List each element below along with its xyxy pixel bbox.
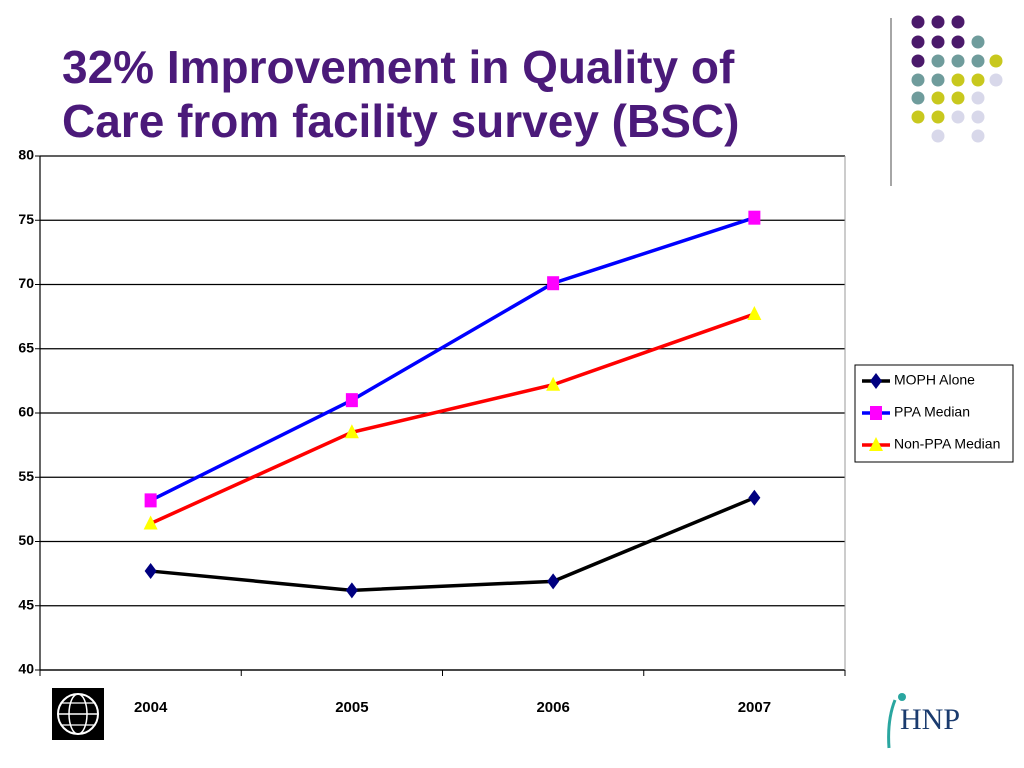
decorative-dots [911, 15, 1003, 143]
dot [971, 91, 985, 105]
x-tick-label: 2007 [738, 699, 771, 716]
dot [971, 73, 985, 87]
hnp-figure-head [898, 693, 906, 701]
dot [971, 35, 985, 49]
dot [951, 15, 965, 29]
marker [748, 489, 761, 506]
dot [951, 35, 965, 49]
hnp-logo: HNP [900, 703, 960, 736]
dot [911, 15, 925, 29]
marker [345, 582, 358, 599]
dot [971, 54, 985, 68]
marker [547, 573, 560, 590]
series-line [149, 216, 755, 502]
dot [931, 73, 945, 87]
legend-label: Non-PPA Median [894, 436, 1000, 452]
y-tick-label: 60 [18, 404, 34, 420]
y-tick-label: 55 [18, 468, 34, 484]
y-tick-label: 75 [18, 211, 34, 227]
dot [931, 91, 945, 105]
y-tick-label: 80 [18, 147, 34, 163]
marker [144, 493, 157, 508]
dot [911, 35, 925, 49]
dot [951, 110, 965, 124]
x-tick-label: 2006 [536, 699, 569, 716]
marker [870, 406, 882, 420]
dot [971, 110, 985, 124]
x-tick-label: 2004 [134, 699, 168, 716]
marker [547, 276, 560, 291]
legend-label: PPA Median [894, 404, 970, 420]
y-tick-label: 45 [18, 596, 34, 612]
dot [931, 129, 945, 143]
legend-label: MOPH Alone [894, 372, 975, 388]
marker [345, 393, 358, 408]
dot [989, 73, 1003, 87]
dot [911, 91, 925, 105]
y-tick-label: 65 [18, 339, 34, 355]
marker [144, 563, 157, 580]
series-line [150, 496, 756, 593]
y-tick-label: 70 [18, 275, 34, 291]
y-tick-label: 50 [18, 532, 34, 548]
dot [931, 15, 945, 29]
dot [931, 35, 945, 49]
marker [344, 424, 359, 439]
y-tick-label: 40 [18, 661, 34, 677]
marker [747, 306, 762, 321]
marker [869, 437, 883, 451]
dot [911, 110, 925, 124]
marker [143, 515, 158, 530]
x-tick-label: 2005 [335, 699, 368, 716]
series-line [149, 312, 755, 526]
marker [748, 210, 761, 225]
dot [911, 73, 925, 87]
dot [989, 54, 1003, 68]
dot [951, 54, 965, 68]
slide-title: 32% Improvement in Quality of Care from … [62, 41, 740, 147]
dot [911, 54, 925, 68]
dot [971, 129, 985, 143]
dot [951, 73, 965, 87]
marker [546, 376, 561, 391]
marker [870, 373, 882, 389]
dot [951, 91, 965, 105]
hnp-figure [887, 699, 897, 749]
dot [931, 54, 945, 68]
dot [931, 110, 945, 124]
